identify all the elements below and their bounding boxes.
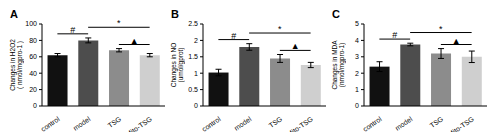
svg-text:4: 4 (355, 37, 359, 44)
svg-text:0: 0 (33, 102, 37, 109)
html-text:C: C (332, 8, 340, 20)
svg-text:80: 80 (29, 37, 37, 44)
svg-text:Changes in MDA(nmol/mgpro-1): Changes in MDA(nmol/mgpro-1) (331, 40, 346, 90)
svg-text:Changes in NO(umol/gprot): Changes in NO(umol/gprot) (170, 43, 185, 87)
svg-text:#: # (231, 31, 236, 41)
svg-text:1: 1 (355, 86, 359, 93)
svg-text:Mito-TSG: Mito-TSG (124, 115, 153, 132)
svg-text:0: 0 (194, 102, 198, 109)
svg-text:model: model (72, 115, 92, 132)
svg-text:0.5: 0.5 (188, 86, 198, 93)
svg-text:control: control (362, 115, 384, 132)
svg-text:#: # (70, 25, 75, 35)
svg-text:2: 2 (355, 70, 359, 77)
svg-text:Changes in H2O2( nmol/mgpro-1: Changes in H2O2( nmol/mgpro-1 ) (9, 39, 24, 91)
svg-text:1: 1 (194, 70, 198, 77)
svg-text:TSG: TSG (267, 115, 283, 129)
svg-text:2: 2 (194, 37, 198, 44)
svg-text:TSG: TSG (106, 115, 122, 129)
svg-text:▲: ▲ (452, 36, 461, 46)
svg-text:control: control (201, 115, 223, 132)
html-text:A: A (10, 8, 18, 20)
svg-text:60: 60 (29, 53, 37, 60)
svg-text:model: model (233, 115, 253, 132)
svg-text:*: * (439, 24, 443, 34)
svg-text:Mito-TSG: Mito-TSG (446, 115, 475, 132)
svg-text:1.5: 1.5 (188, 53, 198, 60)
svg-text:Mito-TSG: Mito-TSG (285, 115, 314, 132)
svg-text:control: control (40, 115, 62, 132)
svg-text:0: 0 (355, 102, 359, 109)
svg-text:20: 20 (29, 86, 37, 93)
svg-text:40: 40 (29, 70, 37, 77)
svg-text:100: 100 (25, 20, 37, 27)
svg-text:TSG: TSG (428, 115, 444, 129)
svg-text:5: 5 (355, 20, 359, 27)
svg-text:3: 3 (355, 53, 359, 60)
svg-text:#: # (392, 30, 397, 40)
svg-text:2.5: 2.5 (188, 20, 198, 27)
svg-text:▲: ▲ (130, 36, 139, 46)
svg-text:▲: ▲ (291, 41, 300, 51)
svg-text:*: * (117, 18, 121, 28)
html-text:B: B (171, 8, 179, 20)
svg-text:*: * (278, 24, 282, 34)
svg-text:model: model (394, 115, 414, 132)
